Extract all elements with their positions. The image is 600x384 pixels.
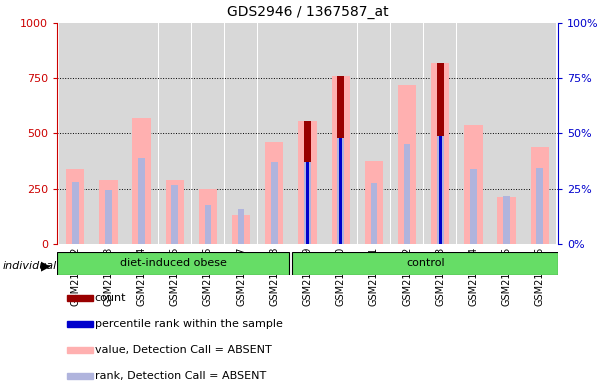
Bar — [67, 321, 92, 327]
Bar — [536, 168, 543, 244]
Text: control: control — [406, 258, 445, 268]
Bar — [138, 158, 145, 244]
Bar — [232, 215, 250, 244]
Bar — [332, 76, 350, 244]
Bar — [125, 23, 158, 244]
Bar — [337, 138, 344, 244]
Bar — [464, 124, 482, 244]
Bar — [67, 373, 92, 379]
Bar — [304, 162, 311, 244]
Bar — [404, 144, 410, 244]
Bar — [398, 85, 416, 244]
Bar — [298, 121, 317, 244]
Bar — [503, 196, 510, 244]
Bar — [238, 209, 244, 244]
Bar — [66, 169, 85, 244]
Bar — [271, 162, 278, 244]
Title: GDS2946 / 1367587_at: GDS2946 / 1367587_at — [227, 5, 388, 19]
Text: rank, Detection Call = ABSENT: rank, Detection Call = ABSENT — [95, 371, 266, 381]
Bar — [337, 76, 344, 244]
Bar — [439, 136, 442, 244]
Bar — [265, 142, 283, 244]
Bar — [205, 205, 211, 244]
Bar — [306, 162, 309, 244]
Bar — [172, 185, 178, 244]
Bar — [470, 169, 477, 244]
Bar — [325, 23, 357, 244]
Bar — [57, 252, 289, 275]
Bar — [490, 23, 523, 244]
Bar — [365, 161, 383, 244]
Bar — [523, 23, 556, 244]
Bar — [67, 347, 92, 353]
Bar — [497, 197, 515, 244]
Bar — [304, 121, 311, 244]
Text: diet-induced obese: diet-induced obese — [119, 258, 227, 268]
Bar — [67, 295, 92, 301]
Bar — [59, 23, 92, 244]
Bar — [437, 63, 443, 244]
Bar — [258, 23, 290, 244]
Bar — [72, 182, 79, 244]
Bar — [225, 23, 257, 244]
Bar — [133, 118, 151, 244]
Bar — [166, 180, 184, 244]
Text: ▶: ▶ — [41, 259, 50, 272]
Bar — [339, 138, 342, 244]
Bar — [530, 147, 549, 244]
Bar — [371, 183, 377, 244]
Bar — [158, 23, 191, 244]
Bar — [105, 190, 112, 244]
Bar — [92, 23, 125, 244]
Bar — [431, 63, 449, 244]
Bar — [292, 252, 558, 275]
Text: individual: individual — [3, 261, 57, 271]
Bar — [291, 23, 324, 244]
Bar — [437, 136, 443, 244]
Bar — [100, 180, 118, 244]
Bar — [358, 23, 390, 244]
Text: count: count — [95, 293, 126, 303]
Text: percentile rank within the sample: percentile rank within the sample — [95, 319, 283, 329]
Bar — [424, 23, 457, 244]
Text: value, Detection Call = ABSENT: value, Detection Call = ABSENT — [95, 345, 271, 355]
Bar — [199, 189, 217, 244]
Bar — [192, 23, 224, 244]
Bar — [457, 23, 490, 244]
Bar — [391, 23, 423, 244]
